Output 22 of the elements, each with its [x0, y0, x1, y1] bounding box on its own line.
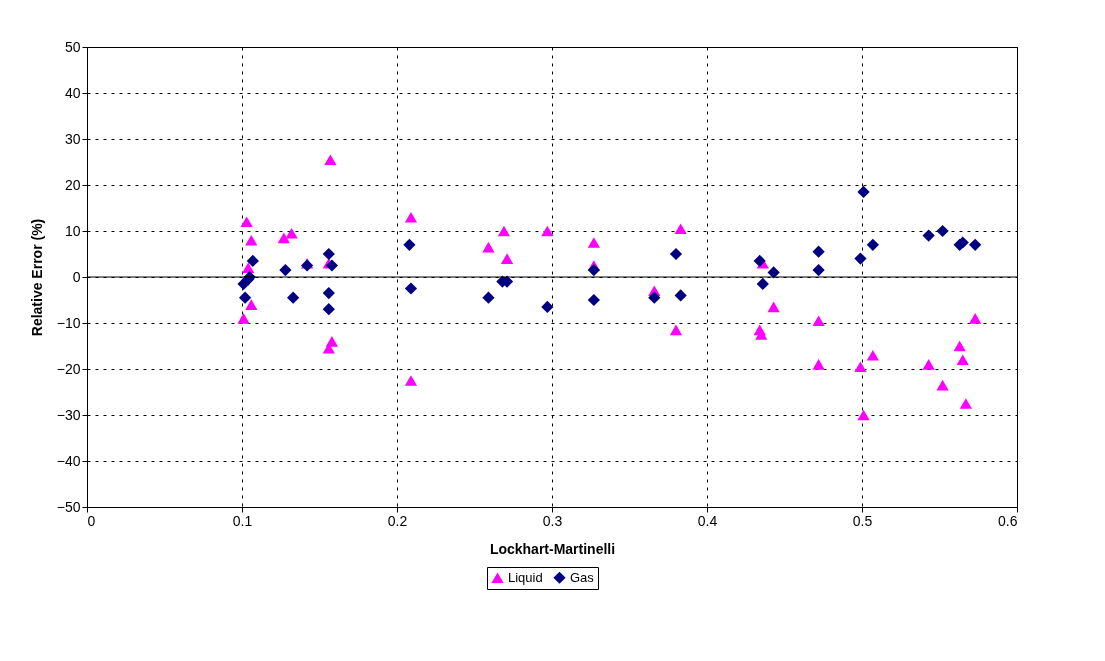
y-tick-label: 20: [64, 176, 81, 193]
y-tick-label: 10: [64, 222, 81, 239]
legend-label: Gas: [570, 569, 595, 585]
x-tick-label: 0.6: [998, 512, 1018, 529]
y-tick-label: 30: [64, 130, 81, 147]
legend-label: Liquid: [508, 569, 543, 585]
y-tick-label: 40: [64, 84, 81, 101]
y-tick-label: −20: [56, 360, 81, 377]
y-tick-label: −30: [56, 406, 81, 423]
x-tick-label: 0.2: [387, 512, 408, 529]
x-tick-label: 0.3: [542, 512, 563, 529]
x-tick-label: 0: [87, 512, 96, 529]
y-tick-label: 50: [64, 38, 81, 55]
y-axis-title: Relative Error (%): [28, 218, 45, 337]
x-tick-label: 0.5: [852, 512, 873, 529]
y-tick-label: −10: [56, 314, 81, 331]
y-tick-label: 0: [72, 268, 81, 285]
y-tick-label: −50: [56, 498, 81, 515]
x-tick-label: 0.4: [697, 512, 718, 529]
x-tick-label: 0.1: [232, 512, 253, 529]
x-axis-title: Lockhart-Martinelli: [489, 540, 616, 557]
y-tick-label: −40: [56, 452, 81, 469]
